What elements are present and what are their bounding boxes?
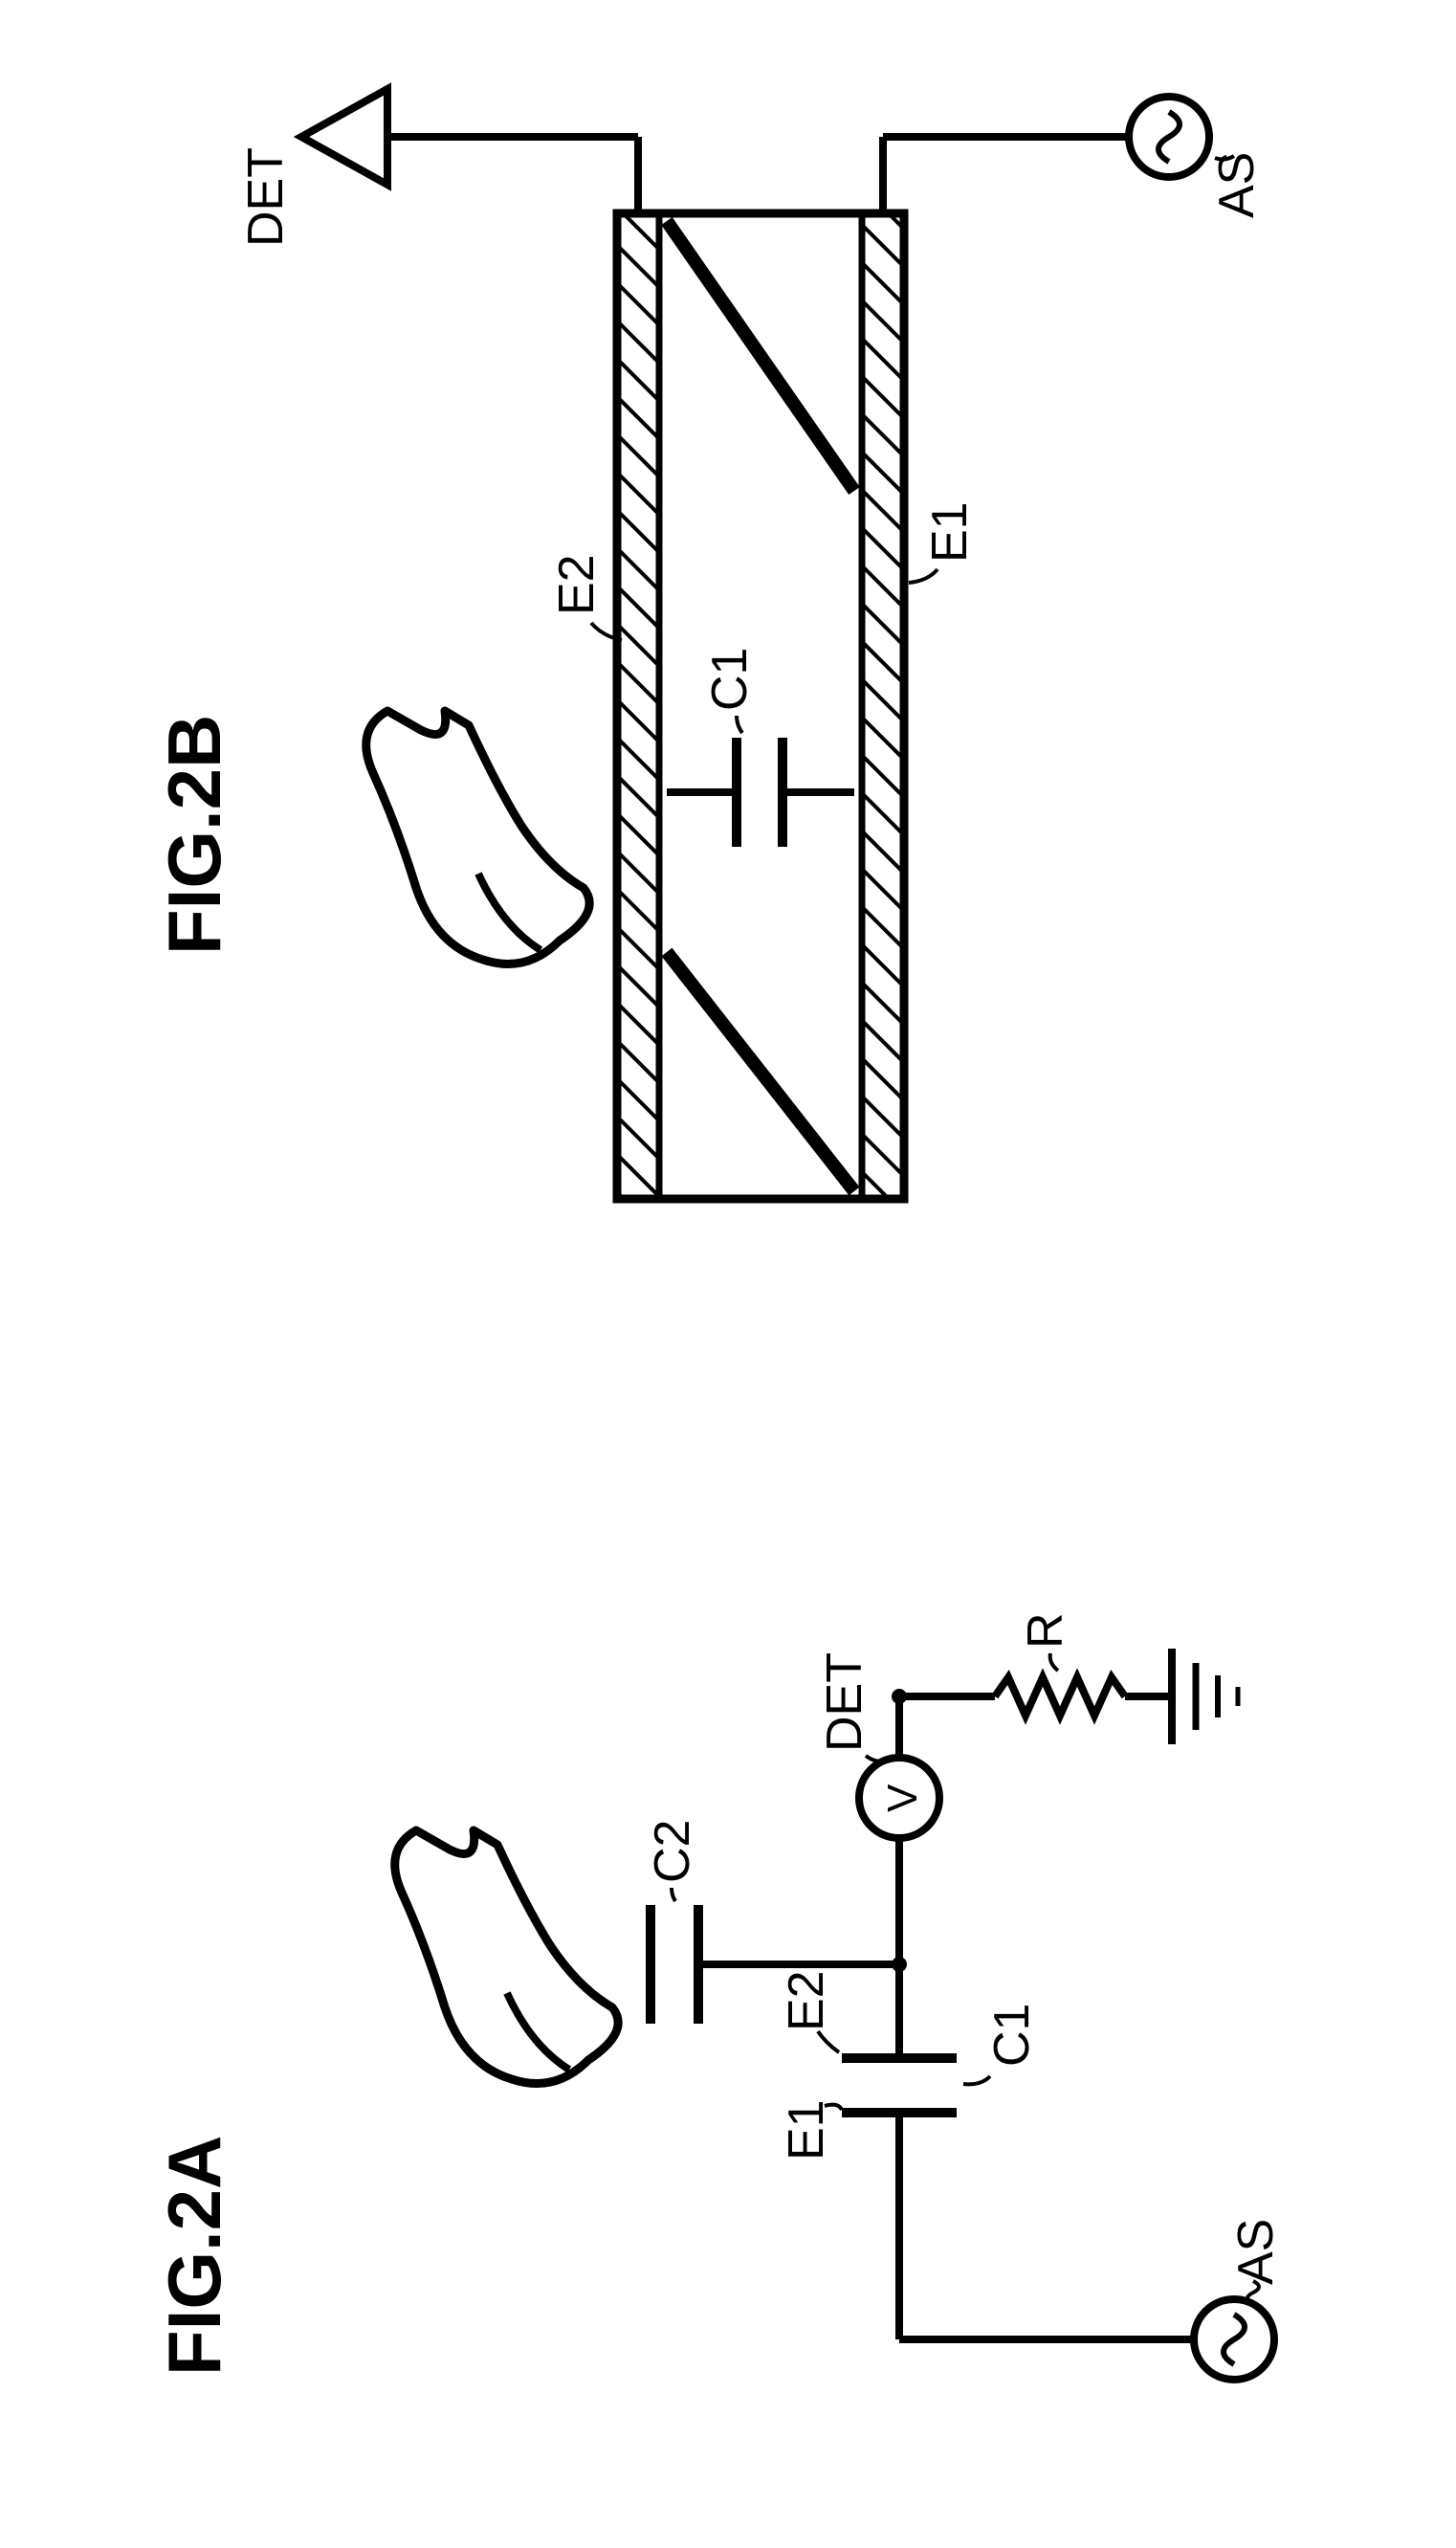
fig2b: FIG.2B bbox=[152, 89, 1265, 1199]
v-label: V bbox=[879, 1784, 926, 1812]
det-label-a: DET bbox=[817, 1652, 872, 1752]
ground bbox=[1172, 1649, 1238, 1744]
fig2a: FIG.2A AS E1 E2 C1 bbox=[152, 1612, 1284, 2380]
c1-label-b: C1 bbox=[702, 648, 758, 711]
ac-source-a bbox=[1194, 2299, 1274, 2380]
e2-label-b: E2 bbox=[549, 554, 605, 615]
finger-a bbox=[395, 1830, 618, 2084]
as-label-b: AS bbox=[1209, 152, 1265, 218]
resistor bbox=[995, 1677, 1125, 1716]
e2-label-a: E2 bbox=[779, 1970, 834, 2031]
e1-label-b: E1 bbox=[922, 501, 978, 563]
touch-panel bbox=[617, 213, 904, 1199]
c1-label-a: C1 bbox=[984, 2004, 1040, 2067]
c2-label-a: C2 bbox=[645, 1820, 700, 1883]
as-label-a: AS bbox=[1228, 2219, 1284, 2285]
fig2a-title: FIG.2A bbox=[152, 2136, 236, 2376]
det-label-b: DET bbox=[238, 147, 294, 247]
r-label: R bbox=[1018, 1612, 1073, 1649]
page: FIG.2A AS E1 E2 C1 bbox=[0, 0, 1456, 2548]
e1-label-a: E1 bbox=[779, 2099, 834, 2160]
figure-svg: FIG.2A AS E1 E2 C1 bbox=[0, 0, 1456, 2548]
det-amp bbox=[301, 89, 387, 185]
fig2b-title: FIG.2B bbox=[152, 715, 236, 955]
finger-b bbox=[366, 711, 589, 964]
